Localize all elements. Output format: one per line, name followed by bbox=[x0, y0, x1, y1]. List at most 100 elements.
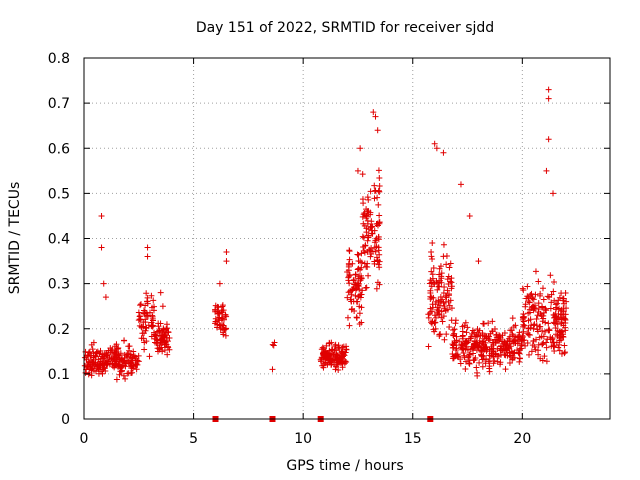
data-point bbox=[446, 302, 453, 309]
data-point bbox=[525, 331, 532, 338]
data-point bbox=[358, 274, 365, 281]
data-point bbox=[155, 320, 162, 327]
data-point bbox=[354, 266, 361, 273]
data-point bbox=[554, 300, 561, 307]
data-point bbox=[438, 273, 445, 280]
data-point bbox=[502, 366, 509, 373]
data-point bbox=[427, 287, 434, 294]
data-point bbox=[479, 363, 486, 370]
data-point bbox=[539, 357, 546, 364]
data-point bbox=[520, 311, 527, 318]
data-point bbox=[223, 258, 230, 265]
data-point bbox=[85, 349, 92, 356]
data-point bbox=[534, 312, 541, 319]
data-point bbox=[135, 352, 142, 359]
data-point bbox=[531, 321, 538, 328]
data-point bbox=[486, 365, 493, 372]
data-point bbox=[467, 335, 474, 342]
data-point bbox=[548, 343, 555, 350]
data-point bbox=[122, 363, 129, 370]
data-point bbox=[466, 351, 473, 358]
data-point bbox=[342, 358, 349, 365]
data-point bbox=[446, 264, 453, 271]
data-point bbox=[516, 355, 523, 362]
data-point bbox=[540, 296, 547, 303]
data-point bbox=[150, 322, 157, 329]
data-point bbox=[89, 346, 96, 353]
data-point bbox=[339, 364, 346, 371]
data-point bbox=[431, 312, 438, 319]
data-point bbox=[466, 360, 473, 367]
data-point bbox=[432, 301, 439, 308]
data-point bbox=[563, 305, 570, 312]
data-point bbox=[558, 306, 565, 313]
data-point bbox=[532, 291, 539, 298]
data-point bbox=[269, 341, 276, 348]
data-point bbox=[545, 326, 552, 333]
data-point bbox=[158, 335, 165, 342]
data-point bbox=[540, 340, 547, 347]
data-point bbox=[362, 285, 369, 292]
data-point bbox=[148, 319, 155, 326]
data-point bbox=[448, 279, 455, 286]
data-point bbox=[135, 309, 142, 316]
data-point bbox=[360, 200, 367, 207]
data-point bbox=[365, 272, 372, 279]
data-point bbox=[500, 338, 507, 345]
data-point bbox=[349, 260, 356, 267]
data-point bbox=[86, 369, 93, 376]
data-point bbox=[157, 339, 164, 346]
data-point bbox=[425, 343, 432, 350]
data-point bbox=[550, 288, 557, 295]
data-point bbox=[328, 339, 335, 346]
data-point bbox=[320, 350, 327, 357]
data-point bbox=[443, 331, 450, 338]
data-point bbox=[345, 273, 352, 280]
data-point bbox=[540, 309, 547, 316]
data-point bbox=[359, 171, 366, 178]
data-point bbox=[506, 360, 513, 366]
data-point bbox=[443, 294, 450, 301]
data-point bbox=[543, 344, 550, 351]
x-axis-label: GPS time / hours bbox=[286, 458, 403, 474]
data-point bbox=[269, 366, 276, 373]
data-point bbox=[441, 284, 448, 291]
data-point bbox=[368, 224, 375, 231]
y-tick-label: 0.4 bbox=[48, 232, 70, 248]
data-point bbox=[149, 304, 156, 311]
data-point bbox=[452, 353, 459, 360]
data-point bbox=[102, 367, 109, 374]
data-point bbox=[551, 312, 558, 319]
data-point bbox=[84, 353, 91, 360]
data-point bbox=[540, 333, 547, 340]
data-point bbox=[520, 328, 527, 335]
data-point bbox=[376, 281, 383, 288]
data-point bbox=[440, 313, 447, 320]
data-point bbox=[217, 326, 224, 333]
data-point bbox=[332, 341, 339, 348]
data-point bbox=[556, 341, 563, 348]
data-point bbox=[548, 299, 555, 306]
data-point bbox=[144, 313, 151, 320]
data-point bbox=[127, 360, 134, 367]
data-point bbox=[465, 354, 472, 361]
data-point bbox=[360, 234, 367, 241]
data-point bbox=[438, 314, 445, 321]
data-point bbox=[108, 347, 115, 354]
data-point bbox=[165, 329, 172, 336]
data-point bbox=[100, 364, 107, 371]
data-point bbox=[553, 304, 560, 311]
data-point bbox=[91, 361, 98, 368]
data-point bbox=[372, 113, 379, 120]
data-point bbox=[430, 264, 437, 271]
data-point bbox=[490, 345, 497, 352]
data-point bbox=[519, 285, 526, 292]
data-point bbox=[339, 353, 346, 360]
data-point bbox=[524, 283, 531, 290]
data-point bbox=[357, 145, 364, 152]
data-point bbox=[155, 348, 162, 355]
data-point bbox=[511, 337, 518, 344]
data-point bbox=[471, 341, 478, 348]
data-point bbox=[545, 320, 552, 327]
data-point bbox=[547, 336, 554, 343]
